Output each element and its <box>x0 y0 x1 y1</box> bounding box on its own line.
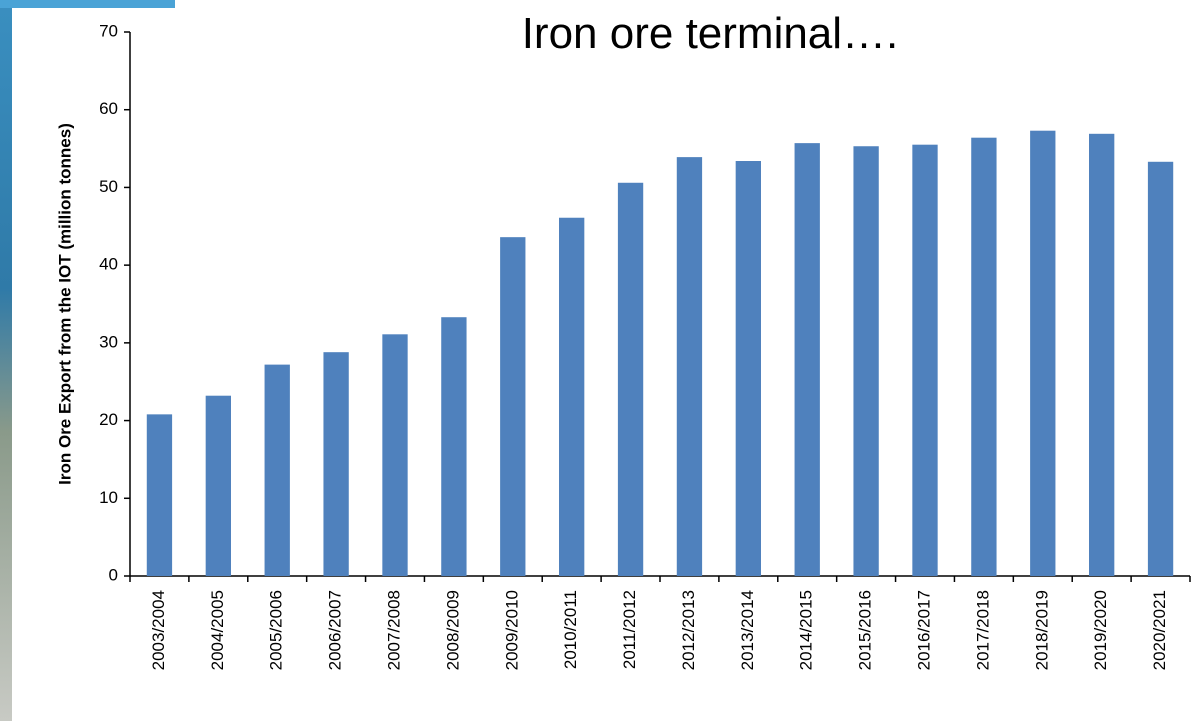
bar <box>912 144 938 576</box>
y-tick-label: 20 <box>99 410 118 429</box>
y-tick-label: 10 <box>99 488 118 507</box>
bar <box>1147 161 1174 577</box>
y-tick-label: 70 <box>99 21 118 40</box>
x-tick-label: 2012/2013 <box>679 590 698 670</box>
bar <box>971 137 997 577</box>
bar <box>676 157 703 576</box>
bar <box>382 334 408 576</box>
x-tick-label: 2003/2004 <box>149 590 168 670</box>
bar <box>1030 130 1056 576</box>
x-tick-label: 2004/2005 <box>208 590 227 670</box>
y-tick-label: 0 <box>109 565 118 584</box>
bar <box>1089 133 1115 576</box>
x-tick-label: 2017/2018 <box>973 590 992 670</box>
bar <box>794 143 820 577</box>
y-tick-label: 30 <box>99 332 118 351</box>
chart-title: Iron ore terminal…. <box>522 9 899 58</box>
x-tick-label: 2018/2019 <box>1032 590 1051 670</box>
x-tick-label: 2009/2010 <box>502 590 521 670</box>
x-tick-label: 2019/2020 <box>1091 590 1110 670</box>
x-tick-label: 2006/2007 <box>326 590 345 670</box>
y-tick-label: 40 <box>99 255 118 274</box>
bar <box>205 395 231 576</box>
x-tick-label: 2015/2016 <box>856 590 875 670</box>
y-axis-label: Iron Ore Export from the IOT (million to… <box>55 123 74 485</box>
bar <box>559 217 585 577</box>
x-tick-label: 2013/2014 <box>738 590 757 670</box>
background-photo-strip <box>0 0 175 8</box>
x-tick-label: 2008/2009 <box>443 590 462 670</box>
x-tick-label: 2007/2008 <box>384 590 403 670</box>
bar <box>617 182 644 576</box>
bar <box>441 317 467 576</box>
x-tick-label: 2005/2006 <box>267 590 286 670</box>
y-tick-label: 50 <box>99 177 118 196</box>
bar <box>853 146 879 577</box>
y-tick-label: 60 <box>99 99 118 118</box>
bar <box>146 414 173 576</box>
x-tick-label: 2020/2021 <box>1150 590 1169 670</box>
bar <box>264 364 290 576</box>
x-tick-label: 2010/2011 <box>561 590 580 669</box>
background-photo-strip <box>0 0 12 721</box>
x-tick-label: 2014/2015 <box>797 590 816 670</box>
bar <box>323 352 349 576</box>
x-tick-label: 2011/2012 <box>620 590 639 669</box>
bar <box>500 237 526 576</box>
x-tick-label: 2016/2017 <box>914 590 933 670</box>
bar <box>735 161 761 576</box>
